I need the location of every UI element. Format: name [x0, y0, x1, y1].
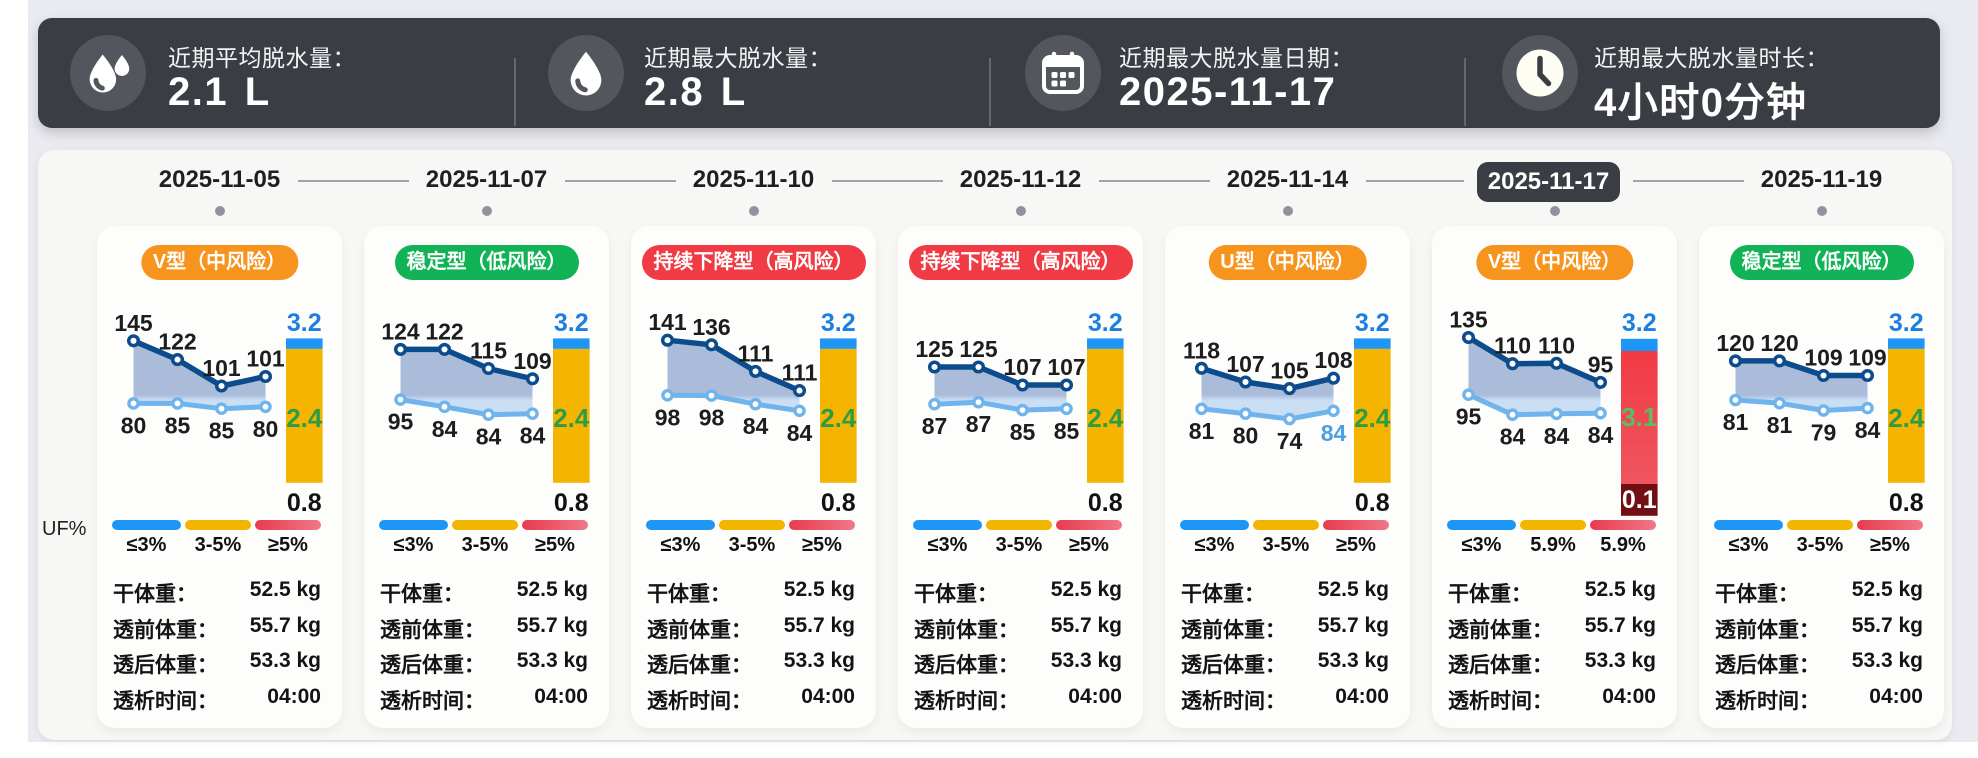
- svg-text:84: 84: [743, 413, 769, 439]
- svg-text:2.4: 2.4: [1888, 403, 1925, 433]
- svg-text:125: 125: [959, 336, 998, 362]
- svg-text:87: 87: [966, 411, 992, 437]
- svg-text:84: 84: [1588, 422, 1614, 448]
- svg-text:2.4: 2.4: [820, 403, 857, 433]
- svg-text:115: 115: [470, 338, 507, 364]
- svg-text:3.2: 3.2: [554, 309, 589, 337]
- svg-text:98: 98: [699, 405, 725, 431]
- svg-text:124: 124: [381, 318, 420, 344]
- svg-text:122: 122: [425, 318, 463, 344]
- svg-text:0.8: 0.8: [1088, 489, 1123, 517]
- svg-text:120: 120: [1760, 330, 1798, 356]
- svg-text:84: 84: [1855, 417, 1881, 443]
- svg-text:84: 84: [520, 423, 546, 449]
- svg-text:87: 87: [922, 413, 948, 439]
- svg-text:107: 107: [1047, 354, 1085, 380]
- svg-text:84: 84: [787, 420, 813, 446]
- svg-text:95: 95: [1588, 351, 1614, 377]
- svg-text:136: 136: [692, 314, 730, 340]
- svg-text:84: 84: [432, 416, 458, 442]
- svg-text:2.4: 2.4: [553, 403, 590, 433]
- svg-text:107: 107: [1003, 354, 1041, 380]
- svg-text:111: 111: [738, 340, 774, 366]
- svg-text:95: 95: [1456, 404, 1482, 430]
- svg-text:79: 79: [1811, 420, 1837, 446]
- svg-text:109: 109: [513, 348, 551, 374]
- svg-text:81: 81: [1189, 418, 1215, 444]
- svg-text:84: 84: [1500, 424, 1526, 450]
- svg-text:3.2: 3.2: [1889, 309, 1924, 337]
- svg-text:3.2: 3.2: [287, 309, 322, 337]
- svg-text:109: 109: [1848, 345, 1886, 371]
- svg-text:80: 80: [121, 412, 147, 438]
- svg-text:107: 107: [1226, 351, 1264, 377]
- svg-text:2.4: 2.4: [286, 403, 323, 433]
- svg-text:85: 85: [209, 418, 235, 444]
- svg-text:108: 108: [1314, 347, 1353, 373]
- svg-text:80: 80: [1233, 423, 1259, 449]
- svg-text:2.4: 2.4: [1087, 403, 1124, 433]
- svg-text:110: 110: [1494, 333, 1531, 359]
- svg-text:84: 84: [1544, 423, 1570, 449]
- svg-text:3.2: 3.2: [1355, 309, 1390, 337]
- svg-text:80: 80: [253, 416, 279, 442]
- svg-text:101: 101: [202, 355, 241, 381]
- svg-text:84: 84: [1321, 420, 1347, 446]
- svg-text:81: 81: [1723, 409, 1749, 435]
- svg-text:3.2: 3.2: [1088, 309, 1123, 337]
- svg-text:0.8: 0.8: [1355, 489, 1390, 517]
- svg-text:122: 122: [158, 329, 196, 355]
- svg-text:0.1: 0.1: [1622, 486, 1657, 514]
- svg-text:85: 85: [165, 412, 191, 438]
- svg-text:145: 145: [114, 310, 153, 336]
- svg-text:120: 120: [1716, 330, 1754, 356]
- svg-text:85: 85: [1010, 419, 1036, 445]
- svg-text:98: 98: [655, 404, 681, 430]
- svg-text:101: 101: [246, 346, 285, 372]
- svg-text:118: 118: [1183, 337, 1220, 363]
- svg-text:81: 81: [1767, 412, 1793, 438]
- svg-text:111: 111: [782, 360, 818, 386]
- svg-text:74: 74: [1277, 428, 1303, 454]
- svg-text:0.8: 0.8: [821, 489, 856, 517]
- svg-text:84: 84: [476, 424, 502, 450]
- svg-text:0.8: 0.8: [554, 489, 589, 517]
- svg-text:105: 105: [1270, 358, 1309, 384]
- svg-text:0.8: 0.8: [287, 489, 322, 517]
- svg-text:110: 110: [1538, 332, 1575, 358]
- svg-text:135: 135: [1449, 307, 1488, 333]
- svg-text:3.1: 3.1: [1621, 402, 1657, 432]
- svg-text:0.8: 0.8: [1889, 489, 1924, 517]
- svg-text:95: 95: [388, 409, 414, 435]
- svg-text:109: 109: [1804, 345, 1842, 371]
- svg-text:3.2: 3.2: [1622, 309, 1657, 337]
- svg-text:2.4: 2.4: [1354, 403, 1391, 433]
- svg-text:85: 85: [1054, 418, 1080, 444]
- svg-text:125: 125: [915, 336, 954, 362]
- svg-text:141: 141: [648, 309, 687, 335]
- svg-text:3.2: 3.2: [821, 309, 856, 337]
